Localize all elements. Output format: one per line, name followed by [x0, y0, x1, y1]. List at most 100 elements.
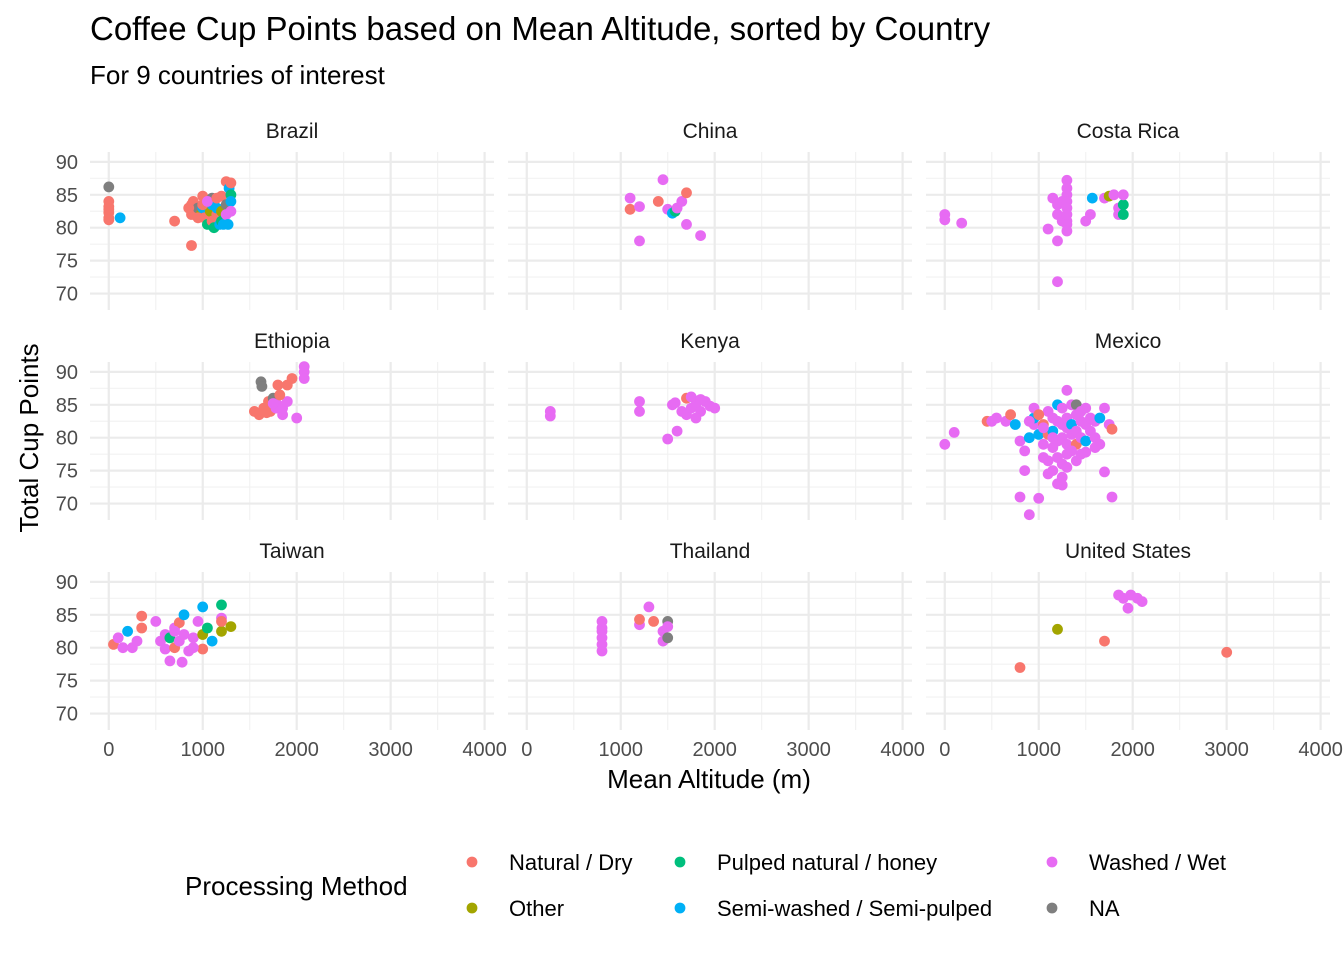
panel-kenya: Kenya: [508, 330, 912, 520]
chart-title: Coffee Cup Points based on Mean Altitude…: [90, 10, 991, 47]
x-tick-label: 4000: [462, 739, 507, 761]
data-point: [1099, 402, 1110, 414]
data-point: [1023, 509, 1035, 521]
data-point: [192, 616, 204, 627]
data-point: [286, 373, 298, 384]
data-point: [634, 396, 645, 407]
data-point: [1019, 445, 1031, 457]
data-point: [1056, 402, 1068, 414]
data-point: [1117, 209, 1129, 220]
data-point: [225, 196, 237, 207]
data-point: [662, 621, 674, 632]
legend-label: Semi-washed / Semi-pulped: [717, 896, 992, 921]
data-point: [662, 433, 674, 445]
data-point: [202, 622, 213, 634]
data-point: [1033, 409, 1045, 421]
data-point: [1089, 442, 1101, 453]
data-point: [112, 632, 124, 644]
data-point: [187, 632, 199, 644]
y-tick-label: 90: [56, 362, 78, 384]
data-point: [256, 381, 268, 392]
data-point: [1056, 479, 1068, 491]
data-point: [281, 396, 293, 407]
data-point: [1009, 419, 1021, 430]
data-point: [939, 214, 951, 226]
data-point: [1005, 409, 1016, 421]
data-point: [272, 379, 284, 391]
y-tick-label: 70: [56, 284, 78, 306]
panel-costa-rica: Costa Rica: [926, 120, 1330, 310]
legend-label: Other: [509, 896, 564, 921]
x-tick-label: 1000: [180, 739, 225, 761]
y-tick-label: 80: [56, 428, 78, 450]
data-point: [662, 632, 674, 644]
panel-strip-label: United States: [1065, 540, 1191, 563]
data-point: [103, 214, 115, 226]
data-point: [178, 609, 190, 621]
data-point: [1117, 189, 1129, 201]
data-point: [939, 438, 951, 450]
y-tick-label: 80: [56, 638, 78, 660]
panel-strip-label: Mexico: [1095, 330, 1162, 353]
data-point: [1099, 635, 1110, 647]
data-point: [1136, 596, 1148, 607]
data-point: [1038, 438, 1049, 450]
data-point: [1047, 432, 1059, 444]
data-point: [1061, 225, 1073, 237]
legend-title: Processing Method: [185, 871, 408, 901]
data-point: [197, 601, 209, 613]
data-point: [1080, 435, 1092, 447]
y-tick-label: 85: [56, 395, 78, 417]
chart-subtitle: For 9 countries of interest: [90, 60, 386, 90]
panel-strip-label: Brazil: [266, 120, 319, 143]
x-tick-label: 4000: [1298, 739, 1343, 761]
data-point: [1085, 209, 1096, 220]
data-point: [117, 642, 129, 654]
data-point: [192, 212, 204, 224]
data-point: [634, 201, 645, 213]
data-point: [681, 219, 692, 230]
data-point: [1014, 662, 1026, 673]
data-point: [709, 402, 721, 414]
legend-key: [466, 856, 478, 868]
data-point: [136, 622, 148, 634]
panel-brazil: Brazil 70 75 80 85 90: [56, 120, 494, 310]
data-point: [1061, 384, 1073, 396]
data-point: [948, 427, 960, 438]
y-tick-label: 70: [56, 704, 78, 726]
data-point: [1052, 276, 1063, 288]
facet-panels: Brazil 70 75 80 85 90 China Costa Rica Ethiopia 7…: [56, 120, 1343, 761]
data-point: [634, 235, 645, 247]
x-tick-label: 3000: [786, 739, 831, 761]
x-tick-label: 1000: [1016, 739, 1061, 761]
panel-united-states: United States 0 1000 2000 3000 4000: [926, 540, 1343, 761]
data-point: [150, 616, 162, 627]
y-tick-label: 80: [56, 218, 78, 240]
legend: Processing Method Natural / Dry Other Pulp…: [185, 850, 1226, 921]
data-point: [681, 187, 692, 199]
panel-thailand: Thailand 0 1000 2000 3000 4000: [508, 540, 925, 761]
panel-taiwan: Taiwan 70 75 80 85 90 0 1000 2000 3000 4000: [56, 540, 507, 761]
data-point: [1038, 422, 1049, 434]
data-point: [103, 196, 115, 207]
panel-strip-label: China: [683, 120, 738, 143]
panel-strip-label: Ethiopia: [254, 330, 330, 353]
x-tick-label: 3000: [368, 739, 413, 761]
data-point: [211, 192, 223, 204]
y-tick-label: 85: [56, 185, 78, 207]
legend-item-washed-wet: Washed / Wet: [1046, 850, 1226, 875]
data-point: [1047, 465, 1059, 476]
data-point: [178, 629, 190, 640]
data-point: [187, 642, 199, 654]
legend-item-semi-washed-semi-pulped: Semi-washed / Semi-pulped: [674, 896, 992, 921]
data-point: [1221, 646, 1233, 658]
legend-label: Natural / Dry: [509, 850, 632, 875]
legend-key: [1046, 902, 1058, 914]
legend-item-other: Other: [466, 896, 564, 921]
data-point: [103, 181, 115, 193]
data-point: [1033, 492, 1045, 504]
data-point: [671, 425, 683, 437]
y-tick-label: 90: [56, 572, 78, 594]
y-tick-label: 75: [56, 461, 78, 483]
